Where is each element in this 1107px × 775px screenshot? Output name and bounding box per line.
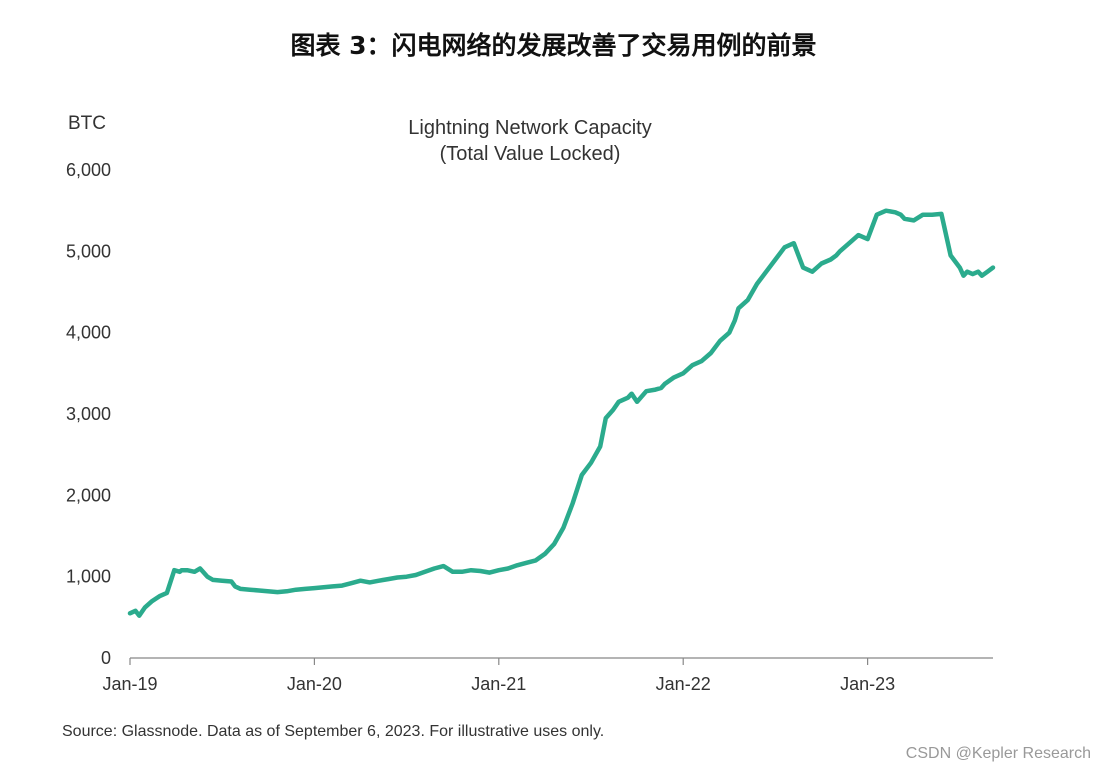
y-axis-ticks: 0 1,000 2,000 3,000 4,000 5,000 6,000 [66,160,111,668]
source-note: Source: Glassnode. Data as of September … [62,723,605,740]
y-tick-label: 5,000 [66,241,111,261]
chart-title-block: Lightning Network Capacity (Total Value … [280,115,780,167]
chart-subtitle: (Total Value Locked) [439,143,621,165]
watermark: CSDN @Kepler Research [905,745,1091,762]
y-tick-label: 1,000 [66,567,111,587]
y-axis-unit-label: BTC [68,113,106,134]
x-tick-label: Jan-20 [287,674,342,694]
x-tick-label: Jan-23 [840,674,895,694]
series-line [127,208,996,618]
x-tick-label: Jan-19 [102,674,157,694]
y-tick-label: 3,000 [66,404,111,424]
y-tick-label: 0 [101,648,111,668]
page-title: 图表 3：闪电网络的发展改善了交易用例的前景 [290,31,817,60]
x-tick-label: Jan-22 [656,674,711,694]
x-tick-label: Jan-21 [471,674,526,694]
series-group [127,208,996,618]
y-tick-label: 2,000 [66,485,111,505]
x-axis: Jan-19 Jan-20 Jan-21 Jan-22 Jan-23 [102,657,993,694]
y-tick-label: 4,000 [66,323,111,343]
chart-title: Lightning Network Capacity [408,117,652,139]
y-tick-label: 6,000 [66,160,111,180]
